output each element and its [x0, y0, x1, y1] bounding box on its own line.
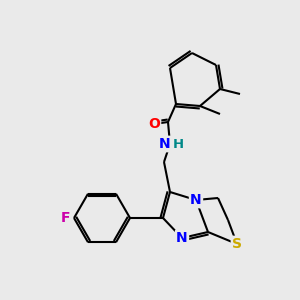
Text: O: O	[148, 117, 160, 131]
Text: H: H	[172, 137, 184, 151]
Text: S: S	[232, 237, 242, 251]
Text: F: F	[61, 211, 71, 225]
Text: N: N	[159, 137, 171, 151]
Text: N: N	[176, 231, 188, 245]
Text: N: N	[190, 193, 202, 207]
